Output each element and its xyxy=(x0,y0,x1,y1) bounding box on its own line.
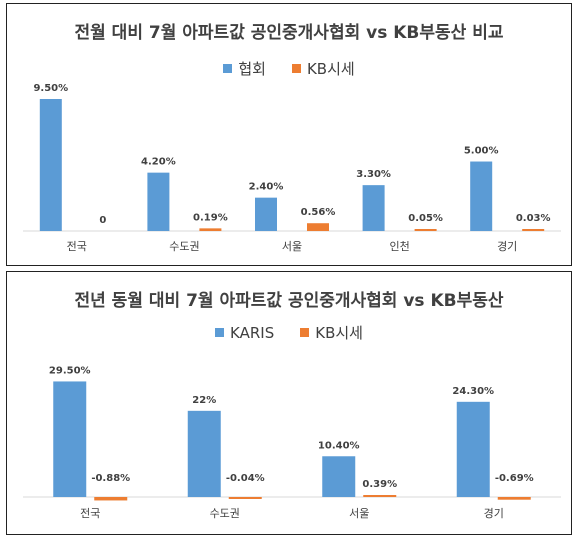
data-label: 0.19% xyxy=(193,212,228,223)
legend-label-1: KARIS xyxy=(230,323,275,342)
data-label: 22% xyxy=(192,395,216,406)
bar-series-1 xyxy=(322,456,356,497)
chart-panel-1: 전월 대비 7월 아파트값 공인중개사협회 vs KB부동산 비교 협회 KB시… xyxy=(6,3,572,266)
chart-title: 전월 대비 7월 아파트값 공인중개사협회 vs KB부동산 비교 xyxy=(74,23,504,43)
data-label: 0.03% xyxy=(516,213,551,224)
data-label: -0.88% xyxy=(91,473,130,484)
bar-series-1 xyxy=(187,410,221,497)
data-label: 5.00% xyxy=(464,146,499,157)
bar-series-2 xyxy=(307,223,329,231)
data-label: 0.56% xyxy=(301,207,336,218)
x-tick-label: 서울 xyxy=(349,507,369,520)
data-label: 0.05% xyxy=(408,213,443,224)
bar-series-2 xyxy=(414,229,437,231)
legend: KARIS KB시세 xyxy=(7,322,571,343)
bar-series-1 xyxy=(255,197,277,231)
bar-series-2 xyxy=(497,497,531,500)
data-label: 29.50% xyxy=(49,365,91,376)
bar-series-2 xyxy=(522,229,545,231)
legend-swatch-1 xyxy=(215,328,225,337)
legend-label-2: KB시세 xyxy=(306,60,355,78)
bar-series-2 xyxy=(94,497,128,501)
legend-item-1: KARIS xyxy=(215,322,274,343)
bar-series-1 xyxy=(362,185,385,231)
bar-series-2 xyxy=(228,497,262,499)
data-label: 0.39% xyxy=(362,479,397,490)
legend: 협회 KB시세 xyxy=(7,58,571,79)
bar-series-1 xyxy=(456,401,490,497)
data-label: 9.50% xyxy=(33,83,68,94)
data-label: -0.04% xyxy=(226,473,265,484)
bar-series-1 xyxy=(39,99,62,231)
legend-item-1: 협회 xyxy=(223,58,266,79)
data-label: 10.40% xyxy=(318,440,360,451)
x-tick-label: 수도권 xyxy=(169,240,199,253)
data-label: 4.20% xyxy=(141,157,176,168)
x-tick-label: 경기 xyxy=(497,240,517,253)
data-label: 24.30% xyxy=(452,386,494,397)
data-label: 0 xyxy=(99,215,106,226)
data-label: 2.40% xyxy=(249,182,284,193)
data-label: -0.69% xyxy=(495,473,534,484)
legend-swatch-1 xyxy=(223,64,233,73)
chart-title: 전년 동월 대비 7월 아파트값 공인중개사협회 vs KB부동산 xyxy=(74,291,504,311)
bar-series-2 xyxy=(363,495,397,497)
x-tick-label: 수도권 xyxy=(210,507,240,520)
x-tick-label: 전국 xyxy=(80,507,100,520)
x-tick-label: 전국 xyxy=(67,240,87,253)
bar-series-2 xyxy=(199,228,222,231)
x-tick-label: 경기 xyxy=(484,507,504,520)
chart-plot-2: 전국 29.50% -0.88% 수도권 22% -0.04% 서울 10.40% 0.39% 경… xyxy=(23,365,561,520)
chart-panel-2: 전년 동월 대비 7월 아파트값 공인중개사협회 vs KB부동산 KARIS … xyxy=(6,271,572,535)
data-label: 3.30% xyxy=(356,169,391,180)
legend-swatch-2 xyxy=(291,64,301,73)
bar-series-1 xyxy=(147,172,170,231)
legend-label-2: KB시세 xyxy=(315,324,363,342)
bar-series-1 xyxy=(53,381,87,497)
bar-series-1 xyxy=(470,161,493,231)
legend-item-2: KB시세 xyxy=(291,58,355,79)
legend-label-1: 협회 xyxy=(238,60,266,78)
legend-swatch-2 xyxy=(300,328,310,337)
x-tick-label: 인천 xyxy=(389,239,409,253)
x-tick-label: 서울 xyxy=(282,240,302,253)
legend-item-2: KB시세 xyxy=(300,322,363,343)
chart-plot-1: 전국 9.50% 0 수도권 4.20% 0.19% 서울 2.40% 0.56% 인천 3.30%… xyxy=(23,83,561,253)
